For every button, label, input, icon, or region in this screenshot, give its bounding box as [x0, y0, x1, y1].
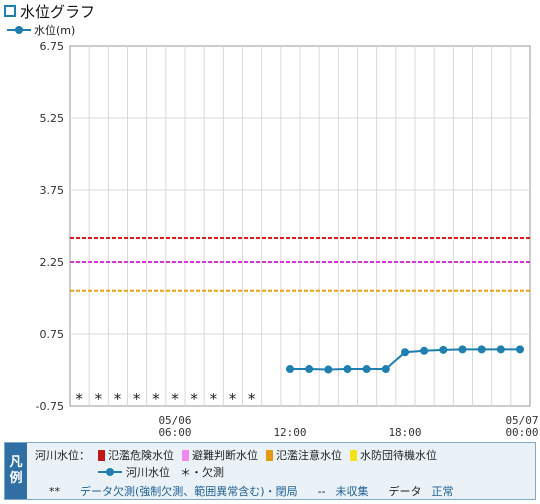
caution-level-swatch — [266, 449, 273, 461]
x-tick-time: 06:00 — [158, 426, 191, 439]
data-point — [343, 365, 352, 374]
missing-description: データ欠測(強制欠測、範囲異常含む)・閉局 — [80, 485, 298, 498]
legend-tag: 凡 例 — [5, 443, 27, 499]
x-tick-date: 05/06 — [158, 414, 191, 427]
missing-marker: * — [114, 390, 122, 408]
data-point — [362, 365, 371, 374]
standby-level-swatch — [350, 449, 357, 461]
data-point — [496, 345, 505, 354]
missing-label: ＊・欠測 — [180, 466, 224, 479]
missing-marker: * — [229, 390, 237, 408]
missing-marker: * — [133, 390, 141, 408]
legend-row-levels: 河川水位： 氾濫危険水位 避難判断水位 氾濫注意水位 水防団待機水位 — [35, 447, 437, 463]
y-tick-label: 3.75 — [40, 184, 65, 197]
series-line-icon — [98, 468, 122, 476]
series-label: 河川水位 — [126, 466, 170, 479]
river-level-label: 河川水位： — [35, 449, 90, 462]
normal-label: 正常 — [431, 485, 454, 498]
uncollected-label: 未収集 — [335, 485, 369, 498]
x-tick-date: 05/07 — [505, 414, 538, 427]
missing-marker: * — [152, 390, 160, 408]
legend-row-notes: ** データ欠測(強制欠測、範囲異常含む)・閉局 -- 未収集 データ 正常 — [49, 483, 454, 499]
missing-marker: * — [190, 390, 198, 408]
dash-mark: -- — [317, 484, 326, 498]
data-point — [381, 365, 390, 374]
series-legend-top: 水位(m) — [6, 22, 75, 38]
data-point — [305, 365, 314, 374]
data-point — [420, 346, 429, 355]
missing-marker: * — [210, 390, 218, 408]
y-tick-label: -0.75 — [36, 400, 64, 413]
graph-title: 水位グラフ — [4, 2, 96, 21]
missing-marker: * — [248, 390, 256, 408]
data-point — [477, 345, 486, 354]
data-point — [286, 365, 294, 374]
missing-marker: * — [171, 390, 179, 408]
x-tick-time: 12:00 — [273, 426, 306, 439]
legend-tag-char-2: 例 — [9, 471, 23, 486]
data-point — [516, 345, 524, 354]
missing-marker: * — [75, 390, 83, 408]
missing-marker: * — [95, 390, 103, 408]
y-tick-label: 5.25 — [40, 112, 65, 125]
legend-panel: 凡 例 河川水位： 氾濫危険水位 避難判断水位 氾濫注意水位 水防団待機水位 河… — [4, 442, 536, 500]
evacuation-level-swatch — [182, 449, 189, 461]
y-tick-label: 0.75 — [40, 328, 65, 341]
title-square-icon — [4, 5, 16, 17]
danger-level-label: 氾濫危険水位 — [108, 449, 174, 462]
data-point — [458, 345, 467, 354]
double-star-mark: ** — [49, 484, 60, 498]
standby-level-label: 水防団待機水位 — [360, 449, 437, 462]
danger-level-swatch — [98, 449, 105, 461]
legend-row-series: 河川水位 ＊・欠測 — [97, 464, 224, 480]
x-tick-time: 00:00 — [505, 426, 538, 439]
x-tick-time: 18:00 — [388, 426, 421, 439]
data-label: データ — [388, 485, 422, 498]
legend-tag-char-1: 凡 — [9, 455, 23, 470]
data-point — [401, 348, 409, 357]
y-tick-label: 2.25 — [40, 256, 65, 269]
data-point — [324, 365, 333, 374]
caution-level-label: 氾濫注意水位 — [276, 449, 342, 462]
line-marker-icon — [7, 26, 31, 34]
evacuation-level-label: 避難判断水位 — [192, 449, 258, 462]
y-axis-unit-label: 水位(m) — [34, 24, 76, 37]
y-tick-label: 6.75 — [40, 40, 65, 53]
data-point — [439, 345, 448, 354]
graph-title-text: 水位グラフ — [20, 2, 96, 21]
